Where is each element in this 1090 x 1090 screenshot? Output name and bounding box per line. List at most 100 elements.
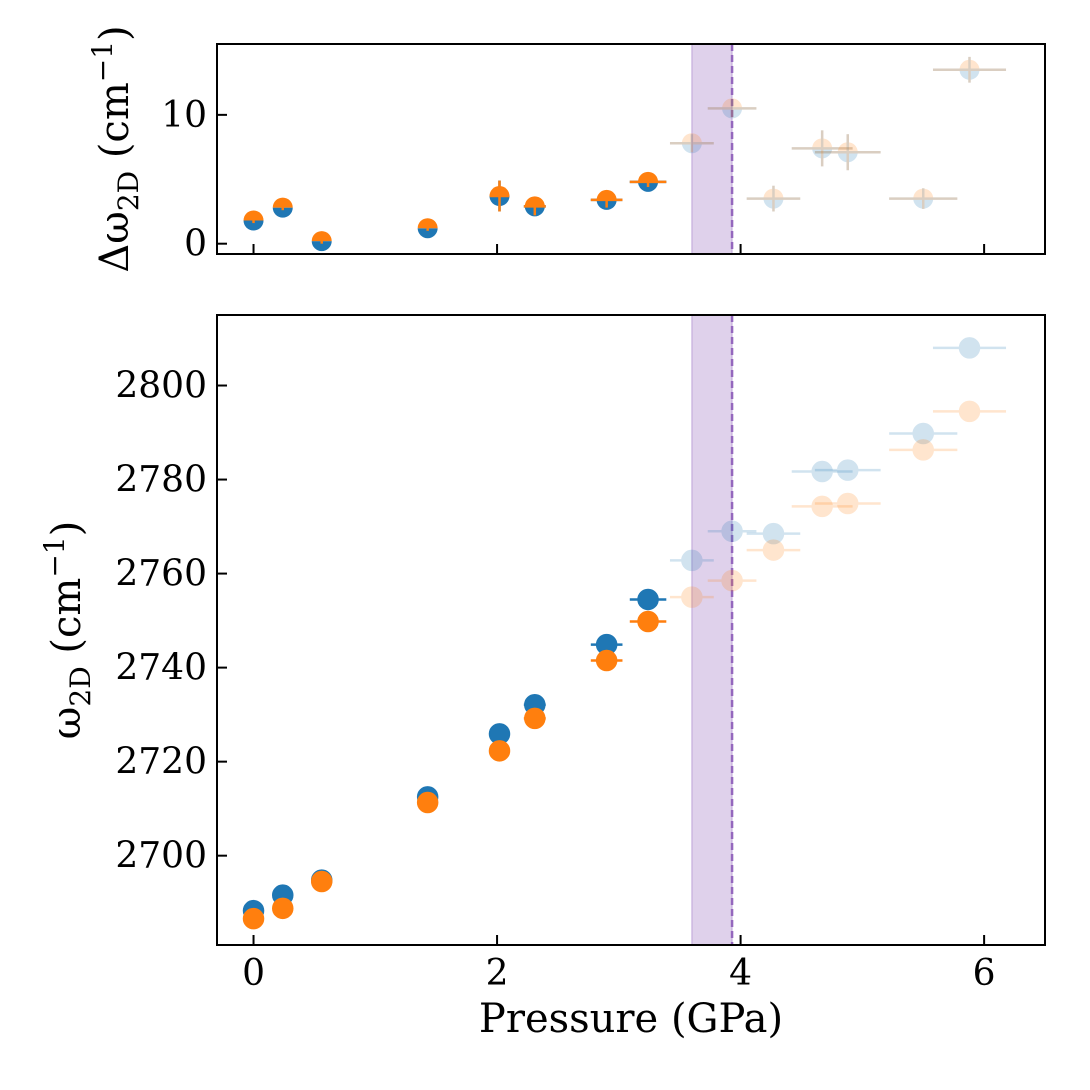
delta-point-delta-lower [791,130,853,167]
delta-point-delta-upper [932,56,1007,83]
delta-data-points [243,56,1007,252]
delta-marker-half [417,218,438,229]
omega-x-tick-label: 0 [242,953,265,994]
x-axis-label: Pressure (GPa) [479,996,783,1042]
delta-marker-half [681,133,702,144]
delta-ylabel-base: Δω [92,211,138,273]
omega-point-orange-series [629,610,667,633]
delta-point-delta-lower [707,99,757,119]
delta-marker-half [763,198,784,209]
omega-marker [637,588,659,611]
delta-point-delta-lower [669,134,714,154]
delta-point-delta-upper [243,210,264,224]
delta-panel: 0 10 Δω2D (cm−1) [86,25,1046,273]
omega-ylabel-base: ω [44,707,90,740]
delta-marker-half [311,231,332,242]
omega-y-tick-label: 2700 [115,836,207,877]
omega-marker [912,439,934,461]
delta-point-delta-upper [889,188,958,209]
delta-marker-half [243,220,264,231]
delta-plot-frame [216,43,1046,255]
omega-plot-frame [216,314,1046,946]
omega-marker [416,791,439,814]
delta-transition-band [691,43,733,255]
omega-marker [721,520,743,543]
delta-point-delta-lower [746,185,801,212]
delta-y-axis-label: Δω2D (cm−1) [86,25,145,272]
delta-marker-half [272,207,293,218]
omega-marker [836,459,859,481]
delta-marker-half [913,188,934,199]
omega-point-blue-series [488,723,511,745]
delta-marker-half [489,186,510,197]
delta-point-delta-lower [814,134,881,171]
omega-point-orange-series [523,707,546,730]
omega-marker [811,460,833,483]
omega-transition-band-layer [691,314,734,946]
omega-y-tick-label: 2780 [115,460,207,501]
omega-point-blue-series [669,549,714,572]
omega-marker [637,610,659,633]
omega-transition-band [691,314,733,946]
delta-marker-half [959,69,980,80]
omega-marker [762,522,785,545]
delta-marker-half [272,197,293,208]
omega-marker [762,539,785,561]
delta-point-delta-lower [889,188,958,209]
delta-marker-half [837,152,858,163]
omega-ylabel-unit-open: (cm [44,578,90,667]
omega-point-blue-series [746,522,801,545]
delta-marker-half [243,210,264,221]
omega-point-blue-series [791,460,853,483]
omega-point-blue-series [932,337,1007,359]
delta-ylabel-unit-close: ) [92,25,138,41]
delta-point-delta-upper [272,197,293,211]
omega-x-tick-label: 4 [729,953,752,994]
delta-marker-half [596,189,617,200]
delta-point-delta-upper [489,180,510,212]
omega-y-axis-label: ω2D (cm−1) [38,521,97,739]
omega-ylabel-sub: 2D [64,666,97,706]
omega-data-points [242,337,1007,930]
omega-point-blue-series [590,633,623,656]
omega-marker [681,586,703,608]
delta-point-delta-upper [746,185,801,212]
omega-marker [912,422,934,445]
omega-marker [958,400,981,423]
omega-point-orange-series [488,740,511,762]
omega-marker [272,897,294,920]
omega-point-orange-series [932,400,1007,423]
delta-marker-half [417,228,438,239]
omega-marker [488,740,511,762]
omega-ylabel-unit-close: ) [44,521,90,537]
omega-point-orange-series [889,439,958,461]
omega-point-orange-series [416,791,439,814]
omega-point-orange-series [669,586,714,608]
omega-ylabel-sup: −1 [38,536,71,577]
omega-marker [524,707,546,730]
delta-marker-half [837,142,858,153]
omega-point-orange-series [791,495,853,518]
delta-marker-half [763,188,784,199]
omega-point-orange-series [310,870,333,893]
omega-marker [836,492,859,515]
omega-ticks [217,384,986,945]
omega-marker [595,649,618,672]
delta-point-delta-upper [590,189,623,208]
omega-marker [721,569,743,592]
delta-point-delta-upper [629,171,667,188]
omega-point-orange-series [814,492,881,515]
delta-ylabel-unit-open: (cm [92,82,138,171]
omega-y-tick-label: 2740 [115,648,207,689]
delta-marker-half [681,143,702,154]
omega-y-tick-label: 2720 [115,742,207,783]
delta-point-delta-upper [523,196,546,216]
delta-ylabel-sub: 2D [112,171,145,211]
omega-x-tick-label: 2 [486,953,509,994]
omega-point-orange-series [746,539,801,561]
delta-marker-half [959,59,980,70]
omega-y-tick-label: 2800 [115,366,207,407]
delta-marker-half [722,108,743,119]
